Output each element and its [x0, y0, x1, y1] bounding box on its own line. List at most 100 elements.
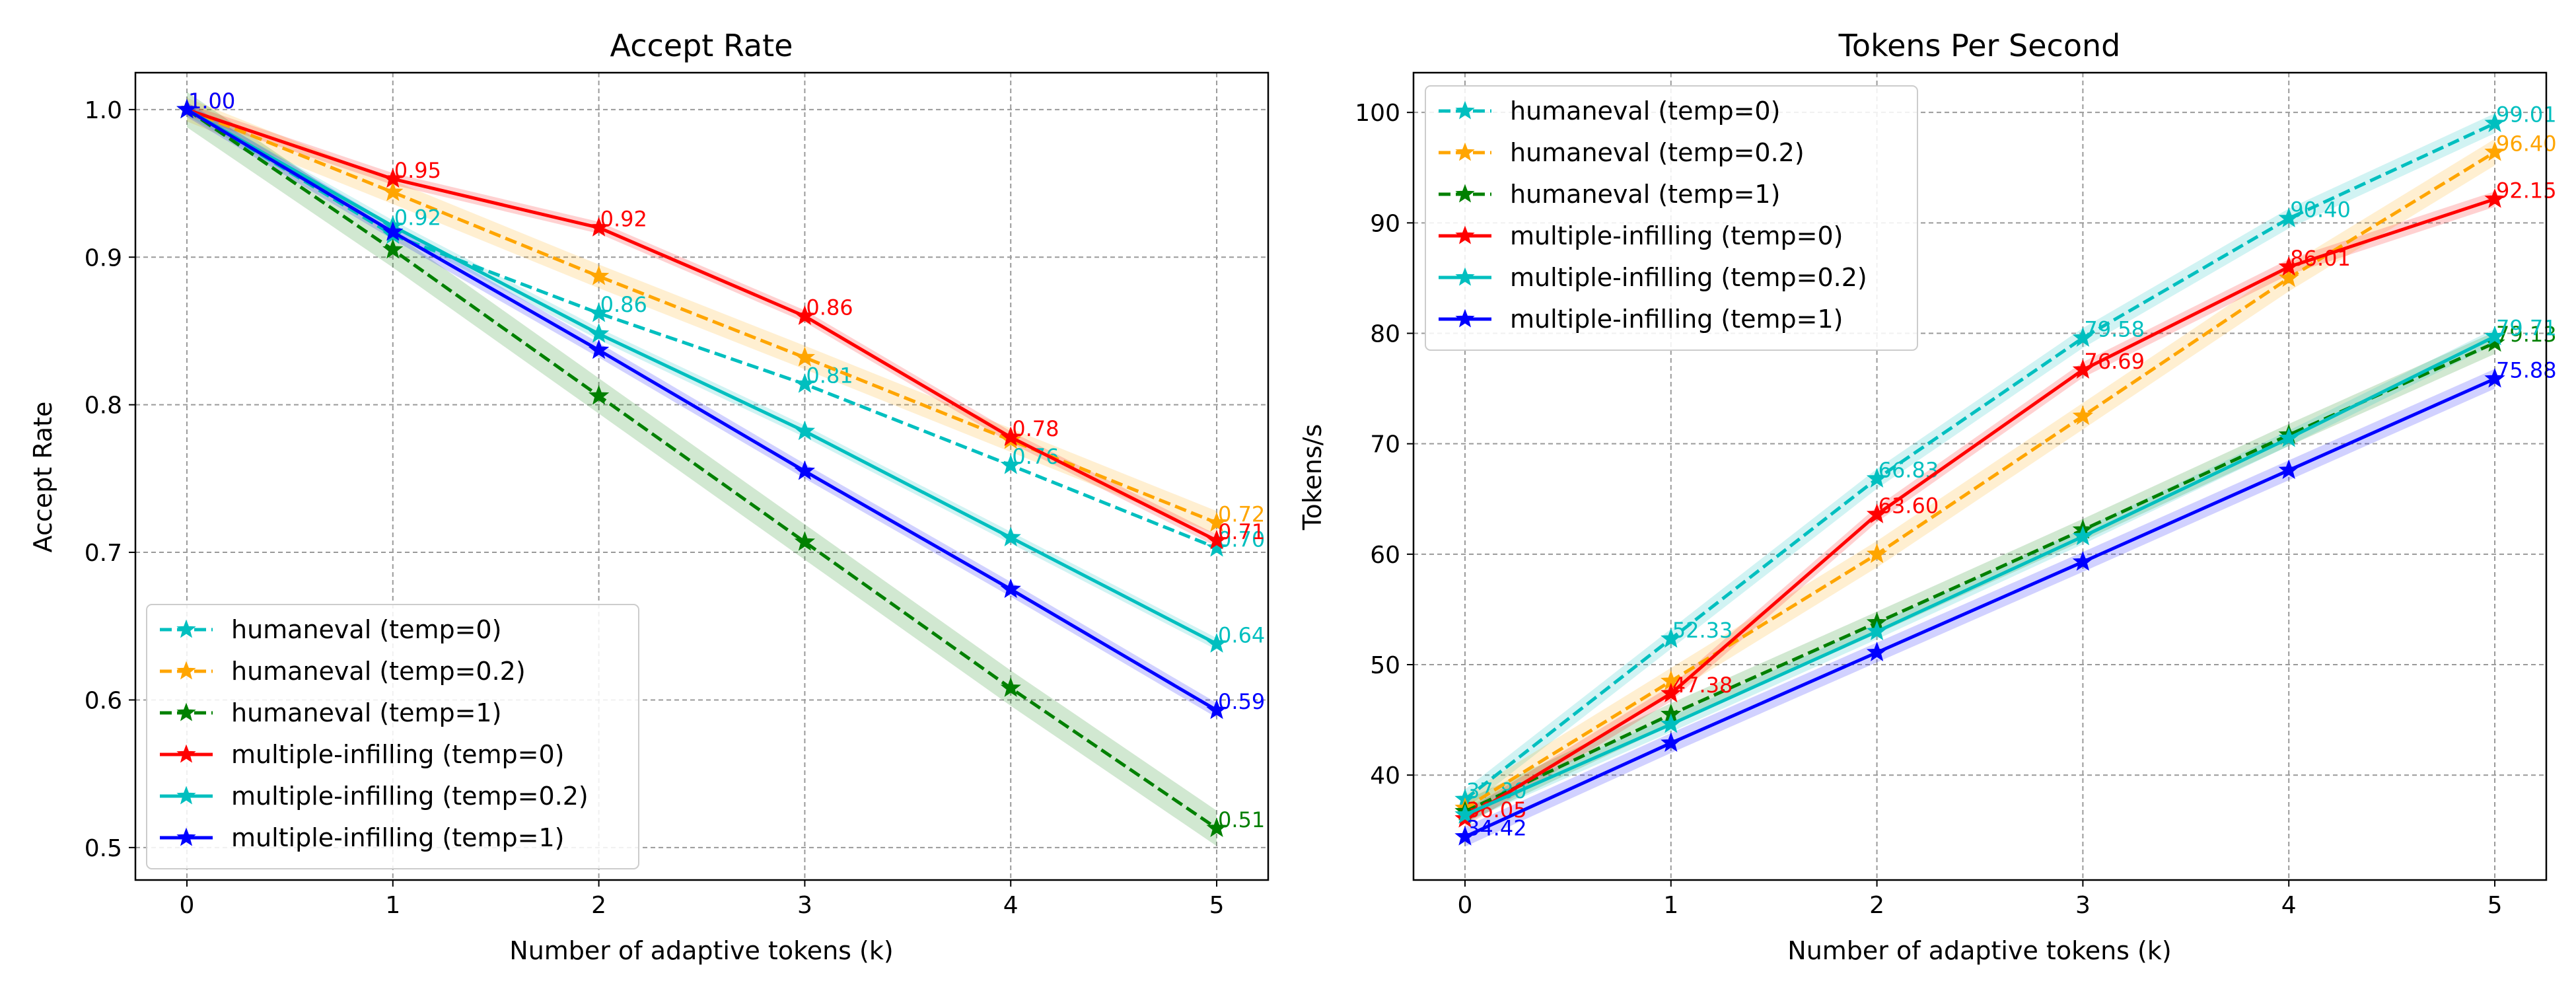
series-line — [1464, 341, 2496, 813]
y-tick-label: 1.0 — [85, 97, 122, 124]
legend-marker — [176, 744, 196, 763]
data-point-marker — [1000, 454, 1021, 474]
chart-title: Tokens Per Second — [1838, 28, 2121, 63]
x-axis-label: Number of adaptive tokens (k) — [509, 936, 893, 965]
y-tick-label: 0.7 — [85, 540, 122, 567]
data-point-marker — [588, 265, 610, 285]
y-axis-label: Tokens/s — [1298, 424, 1327, 531]
data-point-marker — [794, 420, 816, 441]
data-point-marker — [1000, 426, 1021, 447]
x-tick-label: 0 — [180, 892, 195, 919]
x-tick-label: 3 — [797, 892, 812, 919]
data-point-marker — [2278, 256, 2299, 276]
y-tick-label: 70 — [1370, 431, 1400, 459]
data-point-marker — [1206, 511, 1227, 532]
data-label: 47.38 — [1672, 673, 1733, 698]
data-point-marker — [2072, 525, 2094, 546]
legend-label: humaneval (temp=1) — [1510, 180, 1780, 209]
data-label: 75.88 — [2496, 357, 2557, 383]
data-point-marker — [382, 181, 404, 202]
data-point-marker — [588, 302, 610, 322]
data-label: 92.15 — [2496, 178, 2557, 203]
data-point-marker — [1454, 803, 1476, 824]
data-point-marker — [1661, 682, 1682, 703]
y-tick-label: 60 — [1370, 542, 1400, 569]
data-point-marker — [1661, 628, 1682, 648]
data-point-marker — [588, 385, 610, 405]
data-point-marker — [2072, 327, 2094, 347]
data-point-marker — [2072, 359, 2094, 379]
data-label: 1.00 — [188, 89, 235, 114]
data-label: 63.60 — [1878, 494, 1939, 519]
data-point-marker — [794, 373, 816, 393]
legend-label: multiple-infilling (temp=0.2) — [1510, 263, 1867, 292]
legend-marker — [1455, 100, 1475, 120]
legend-marker — [1455, 309, 1475, 328]
x-tick-label: 3 — [2075, 892, 2091, 919]
data-point-marker — [1866, 468, 1888, 488]
data-label: 99.01 — [2496, 102, 2557, 128]
data-point-marker — [1866, 543, 1888, 564]
x-axis-label: Number of adaptive tokens (k) — [1787, 936, 2171, 965]
y-tick-label: 50 — [1370, 652, 1400, 679]
data-label: 0.70 — [1218, 527, 1265, 552]
legend-box — [146, 604, 639, 869]
data-point-marker — [794, 346, 816, 367]
data-point-marker — [794, 460, 816, 480]
data-point-marker — [1206, 529, 1227, 550]
data-point-marker — [2484, 112, 2505, 133]
legend-marker — [1455, 267, 1475, 286]
data-point-marker — [382, 168, 404, 188]
legend-label: multiple-infilling (temp=1) — [1510, 305, 1843, 334]
y-tick-label: 0.5 — [85, 835, 122, 862]
confidence-band — [186, 103, 1217, 650]
data-point-marker — [382, 221, 404, 241]
data-label: 0.86 — [600, 292, 647, 317]
y-tick-label: 40 — [1370, 762, 1400, 789]
data-point-marker — [1206, 633, 1227, 653]
data-label: 52.33 — [1672, 618, 1733, 643]
legend-marker — [1455, 142, 1475, 161]
series-line — [186, 108, 1218, 645]
data-point-marker — [2278, 267, 2299, 287]
data-label: 0.95 — [394, 158, 441, 183]
data-point-marker — [588, 217, 610, 237]
x-tick-label: 5 — [1209, 892, 1225, 919]
plot-frame — [134, 71, 1270, 881]
series-line — [186, 108, 1217, 550]
data-point-marker — [2278, 459, 2299, 480]
y-tick-label: 80 — [1370, 321, 1400, 348]
legend-marker — [176, 661, 196, 680]
data-label: 0.51 — [1218, 807, 1265, 832]
data-point-marker — [2484, 367, 2505, 388]
tokens-per-second-panel: Tokens Per Second Number of adaptive tok… — [1298, 28, 2557, 965]
data-label: 1.00 — [188, 89, 235, 114]
x-tick-label: 0 — [1458, 892, 1473, 919]
data-point-marker — [1661, 713, 1682, 733]
data-label: 34.42 — [1466, 815, 1527, 840]
data-label: 90.40 — [2290, 198, 2351, 223]
legend-label: multiple-infilling (temp=0.2) — [231, 782, 589, 811]
series-line — [186, 108, 1217, 525]
data-point-marker — [1206, 536, 1227, 557]
data-label: 0.64 — [1218, 623, 1265, 648]
legend-label: humaneval (temp=1) — [231, 698, 501, 727]
data-label: 0.86 — [806, 295, 853, 320]
series-line — [1464, 335, 2496, 817]
legend-marker — [176, 702, 196, 721]
data-label: 0.71 — [1218, 519, 1265, 544]
data-point-marker — [382, 239, 404, 259]
legend-label: humaneval (temp=0) — [1510, 96, 1780, 126]
series-line — [186, 108, 1218, 712]
legend-marker — [176, 786, 196, 805]
data-point-marker — [2072, 551, 2094, 571]
data-point-marker — [1000, 527, 1021, 546]
data-label: 86.01 — [2290, 246, 2351, 271]
data-point-marker — [1866, 503, 1888, 523]
legend-label: multiple-infilling (temp=1) — [231, 823, 565, 852]
x-tick-label: 1 — [1663, 892, 1678, 919]
legend-label: multiple-infilling (temp=0) — [231, 740, 565, 769]
data-point-marker — [2484, 188, 2505, 208]
data-label: 76.69 — [2084, 349, 2145, 374]
x-tick-label: 2 — [1869, 892, 1884, 919]
